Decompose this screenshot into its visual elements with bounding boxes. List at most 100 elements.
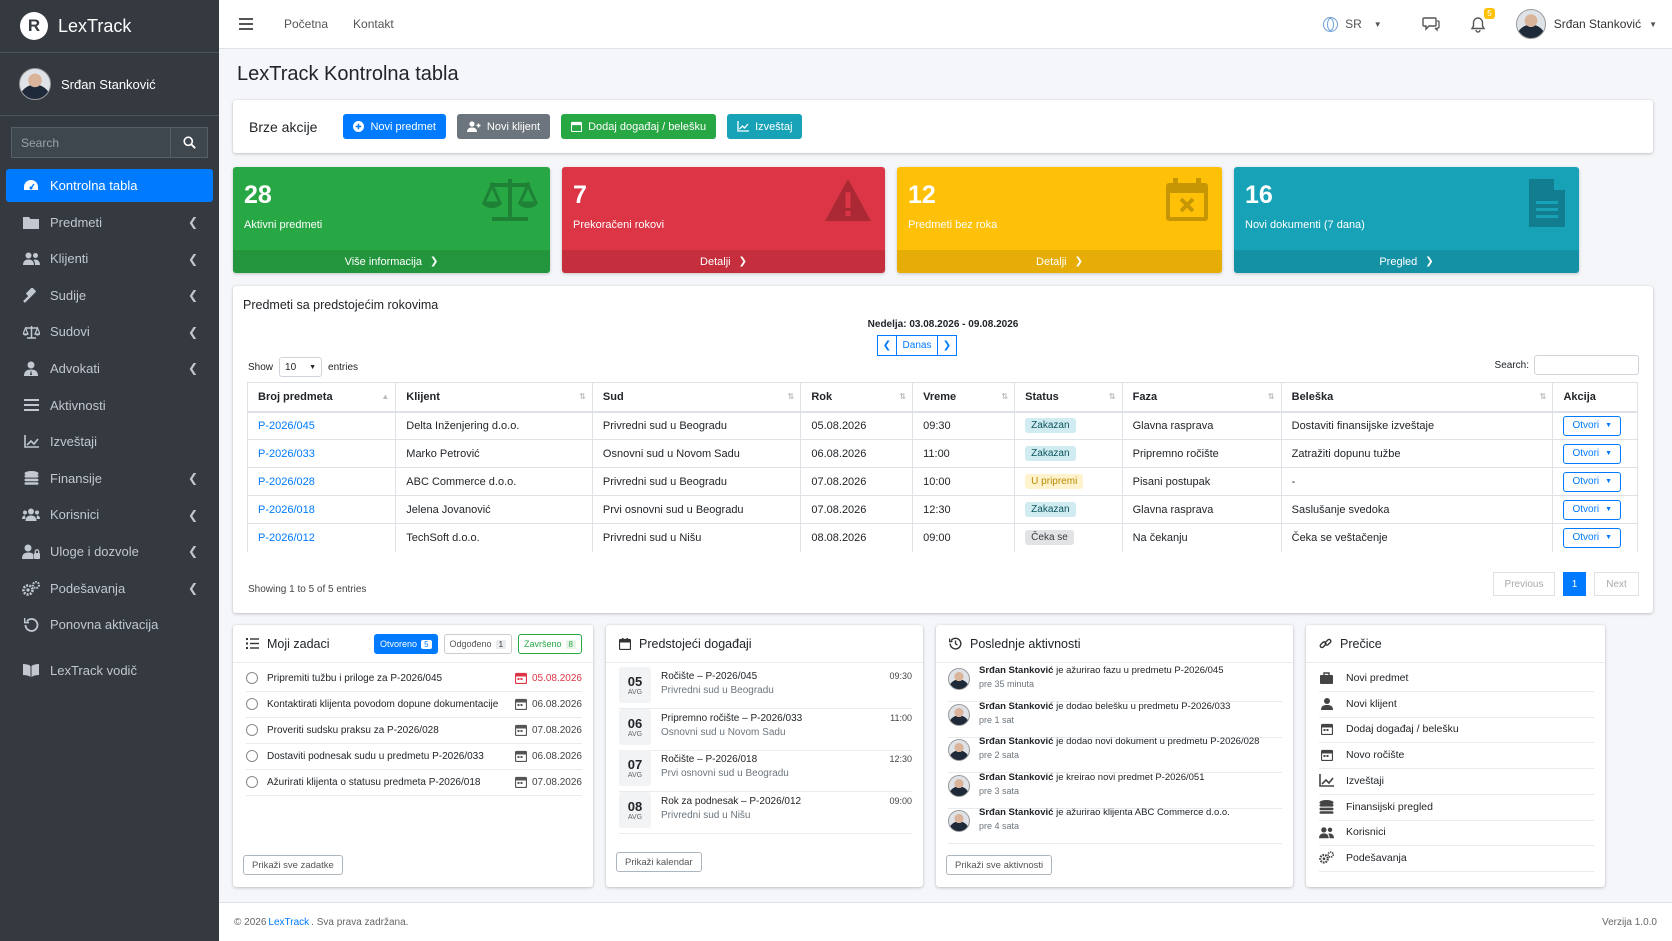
user-menu[interactable]: Srđan Stanković ▼	[1515, 9, 1657, 39]
column-header[interactable]: Beleška ⇅	[1280, 382, 1554, 413]
sidebar-item-sudovi[interactable]: Sudovi ❮	[6, 315, 213, 348]
open-case-button[interactable]: Otvori ▼	[1563, 499, 1622, 520]
sidebar-search-button[interactable]	[171, 127, 208, 158]
sidebar-item-korisnici[interactable]: Korisnici ❮	[6, 498, 213, 531]
new-case-button[interactable]: Novi predmet	[343, 114, 446, 139]
nav-link-contact[interactable]: Kontakt	[353, 17, 394, 31]
sidebar-item-predmeti[interactable]: Predmeti ❮	[6, 206, 213, 239]
task-checkbox[interactable]	[246, 672, 258, 684]
sidebar-item-izve-taji[interactable]: Izveštaji	[6, 425, 213, 458]
messages-button[interactable]	[1421, 16, 1440, 32]
nav-link-home[interactable]: Početna	[284, 17, 329, 31]
tab-open[interactable]: Otvoreno 5	[374, 634, 438, 654]
topbar-right: SR ▼ 5 Srđan Stanković ▼	[1323, 7, 1672, 39]
sidebar-item-aktivnosti[interactable]: Aktivnosti	[6, 389, 213, 422]
shortcut-item[interactable]: Finansijski pregled	[1319, 794, 1594, 821]
list-icon	[246, 638, 259, 649]
today-button[interactable]: Danas	[897, 335, 937, 356]
footer-brand-link[interactable]: LexTrack	[268, 916, 310, 928]
stat-overview-link[interactable]: Pregled ❯	[1234, 250, 1579, 273]
column-header[interactable]: Sud ⇅	[591, 382, 802, 413]
tab-done[interactable]: Završeno 8	[518, 634, 582, 654]
stat-label: Predmeti bez roka	[908, 219, 998, 231]
stat-details-link[interactable]: Detalji ❯	[897, 250, 1222, 273]
column-header[interactable]: Rok ⇅	[800, 382, 914, 413]
show-all-tasks-button[interactable]: Prikaži sve zadatke	[243, 855, 343, 875]
shortcut-item[interactable]: Dodaj događaj / belešku	[1319, 716, 1594, 744]
open-label: Otvori	[1572, 448, 1600, 459]
next-week-button[interactable]: ❯	[937, 335, 957, 356]
chevron-left-icon: ❮	[187, 507, 198, 522]
task-checkbox[interactable]	[246, 776, 258, 788]
open-case-button[interactable]: Otvori ▼	[1563, 443, 1622, 464]
chevron-left-icon: ❮	[187, 544, 198, 559]
list-item[interactable]: 05 AVG Ročište – P-2026/045 Privredni sud u…	[619, 667, 912, 709]
stat-details-link[interactable]: Detalji ❯	[562, 250, 885, 273]
sidebar-item-ponovna-aktivacija[interactable]: Ponovna aktivacija	[6, 608, 213, 641]
open-case-button[interactable]: Otvori ▼	[1563, 471, 1622, 492]
sidebar-item-pode-avanja[interactable]: Podešavanja ❮	[6, 572, 213, 605]
table-search-input[interactable]	[1534, 355, 1639, 375]
task-date: 06.08.2026	[514, 698, 582, 710]
case-link[interactable]: P-2026/028	[258, 475, 315, 488]
pagination-previous[interactable]: Previous	[1493, 572, 1555, 596]
show-all-activities-button[interactable]: Prikaži sve aktivnosti	[946, 855, 1053, 875]
warning-icon	[823, 177, 873, 226]
open-case-button[interactable]: Otvori ▼	[1563, 415, 1622, 436]
sidebar-item-klijenti[interactable]: Klijenti ❮	[6, 242, 213, 275]
list-item[interactable]: 07 AVG Ročište – P-2026/018 Prvi osnovni su…	[619, 750, 912, 792]
task-checkbox[interactable]	[246, 724, 258, 736]
report-button[interactable]: Izveštaj	[727, 114, 803, 139]
chart-icon	[22, 435, 40, 448]
task-checkbox[interactable]	[246, 698, 258, 710]
stat-overdue-deadlines: 7 Prekoračeni rokovi Detalji ❯	[562, 167, 885, 273]
show-calendar-button[interactable]: Prikaži kalendar	[616, 852, 702, 872]
column-header-label: Faza	[1132, 390, 1158, 403]
list-item[interactable]: 08 AVG Rok za podnesak – P-2026/012 Privred…	[619, 791, 912, 834]
shortcut-label: Novo ročište	[1346, 749, 1405, 762]
column-header[interactable]: Klijent ⇅	[395, 382, 593, 413]
quick-actions: Brze akcije Novi predmet Novi klijent Do…	[233, 100, 1653, 153]
sidebar-search-input[interactable]	[11, 127, 171, 158]
shortcut-item[interactable]: Korisnici	[1319, 819, 1594, 847]
sidebar-item-uloge-i-dozvole[interactable]: Uloge i dozvole ❮	[6, 535, 213, 568]
list-item[interactable]: 06 AVG Pripremno ročište – P-2026/033 Osnov…	[619, 708, 912, 751]
column-header[interactable]: Broj predmeta ▲	[246, 382, 397, 413]
task-checkbox[interactable]	[246, 750, 258, 762]
notifications-button[interactable]: 5	[1470, 7, 1495, 33]
sidebar-item-guide[interactable]: LexTrack vodič	[6, 654, 213, 687]
case-link[interactable]: P-2026/018	[258, 503, 315, 516]
shortcut-item[interactable]: Novi klijent	[1319, 691, 1594, 718]
brand[interactable]: R LexTrack	[0, 0, 219, 53]
shortcut-item[interactable]: Novi predmet	[1319, 665, 1594, 692]
column-header[interactable]: Faza ⇅	[1121, 382, 1282, 413]
column-header[interactable]: Vreme ⇅	[912, 382, 1016, 413]
pagination-next[interactable]: Next	[1594, 572, 1639, 596]
sidebar-item-sudije[interactable]: Sudije ❮	[6, 279, 213, 312]
new-client-button[interactable]: Novi klijent	[456, 114, 551, 139]
case-link[interactable]: P-2026/012	[258, 531, 315, 544]
sidebar-item-kontrolna-tabla[interactable]: Kontrolna tabla	[6, 169, 213, 202]
column-header[interactable]: Status ⇅	[1014, 382, 1123, 413]
menu-toggle-icon[interactable]	[239, 18, 259, 30]
shortcut-item[interactable]: Izveštaji	[1319, 768, 1594, 795]
sidebar-item-advokati[interactable]: Advokati ❮	[6, 352, 213, 385]
stat-more-info-link[interactable]: Više informacija ❯	[233, 250, 550, 273]
stat-label: Novi dokumenti (7 dana)	[1245, 219, 1365, 231]
nav-separator	[0, 645, 219, 654]
cell-client: Jelena Jovanović	[395, 495, 593, 524]
case-link[interactable]: P-2026/045	[258, 419, 315, 432]
pagination-page-1[interactable]: 1	[1563, 572, 1586, 596]
shortcut-item[interactable]: Novo ročište	[1319, 742, 1594, 770]
add-event-button[interactable]: Dodaj događaj / belešku	[561, 114, 717, 139]
page-size-select[interactable]: 10 ▼	[279, 357, 323, 377]
open-case-button[interactable]: Otvori ▼	[1563, 527, 1622, 548]
language-select[interactable]: SR ▼	[1323, 16, 1382, 32]
sidebar-item-finansije[interactable]: Finansije ❮	[6, 462, 213, 495]
user-panel[interactable]: Srđan Stanković	[0, 53, 219, 116]
tab-postponed[interactable]: Odgođeno 1	[443, 634, 513, 654]
case-link[interactable]: P-2026/033	[258, 447, 315, 460]
shortcut-item[interactable]: Podešavanja	[1319, 845, 1594, 872]
prev-week-button[interactable]: ❮	[877, 335, 897, 356]
list-icon	[22, 399, 40, 412]
